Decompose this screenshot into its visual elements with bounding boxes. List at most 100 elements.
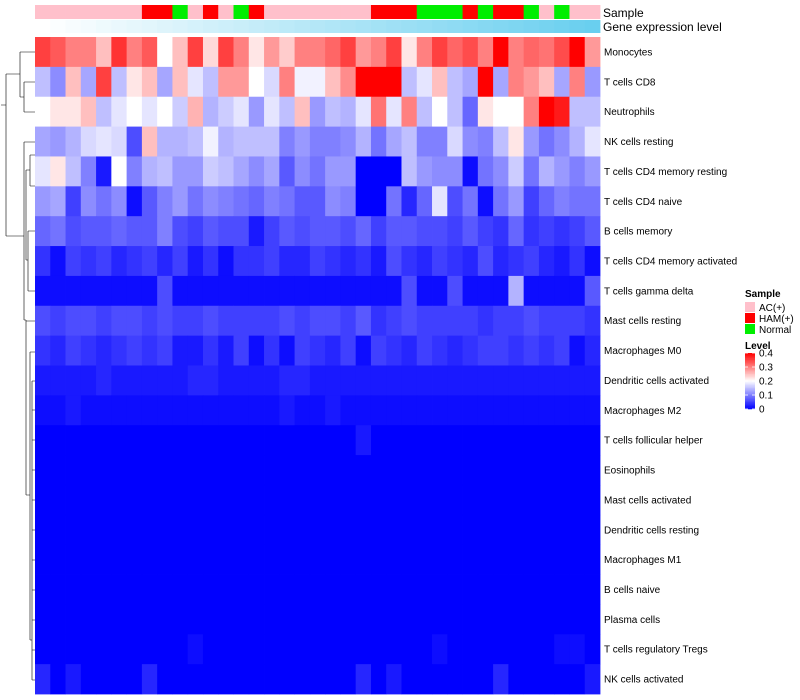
heatmap-cell [432, 484, 448, 516]
heatmap-cell [462, 216, 479, 247]
heatmap-cell [248, 156, 265, 187]
heatmap-cell [279, 186, 295, 217]
heatmap-cell [386, 246, 402, 277]
heatmap-cell [523, 305, 540, 337]
heatmap-cell [523, 664, 540, 695]
heatmap-cell [325, 425, 341, 456]
legend-level-gradient-step [745, 402, 755, 404]
row-label: Mast cells resting [604, 316, 681, 327]
heatmap-cell [80, 514, 97, 546]
heatmap-cell [325, 544, 341, 575]
heatmap-cell [447, 395, 463, 426]
heatmap-cell [340, 66, 357, 98]
heatmap-cell [355, 96, 372, 127]
heatmap-cell [462, 455, 479, 486]
heatmap-cell [172, 275, 189, 307]
heatmap-cell [50, 574, 66, 605]
heatmap-cell [370, 216, 387, 247]
heatmap-cell [447, 246, 463, 277]
heatmap-cell [80, 484, 97, 516]
row-label: NK cells resting [604, 137, 673, 148]
heatmap-cell [187, 186, 204, 217]
heatmap-cell [80, 126, 97, 157]
heatmap-cell [202, 455, 219, 486]
heatmap-cell [187, 246, 204, 277]
heatmap-cell [157, 484, 173, 516]
heatmap-cell [584, 246, 601, 277]
heatmap-cell [233, 305, 250, 337]
heatmap-cell [65, 425, 82, 456]
heatmap-cell [523, 514, 540, 546]
row-label: B cells memory [604, 227, 672, 238]
heatmap-cell [50, 156, 66, 187]
heatmap-cell [35, 514, 51, 546]
heatmap-cell [233, 335, 250, 366]
heatmap-cell [432, 37, 448, 68]
heatmap-cell [202, 186, 219, 217]
heatmap-cell [569, 246, 586, 277]
heatmap-cell [416, 574, 433, 605]
heatmap-cell [493, 156, 509, 187]
heatmap-cell [370, 604, 387, 635]
heatmap-cell [157, 634, 173, 665]
legend-sample-label: AC(+) [759, 303, 785, 314]
heatmap-cell [493, 425, 509, 456]
heatmap-cell [172, 365, 189, 396]
heatmap-cell [584, 156, 601, 187]
heatmap-cell [141, 305, 158, 337]
heatmap-cell [538, 425, 555, 456]
heatmap-cell [462, 634, 479, 665]
legend-level-gradient-step [745, 396, 755, 399]
heatmap-cell [187, 634, 204, 665]
heatmap-cell [584, 604, 601, 635]
heatmap-cell [554, 604, 570, 635]
heatmap-cell [554, 216, 570, 247]
heatmap-cell [508, 216, 525, 247]
heatmap-cell [538, 66, 555, 98]
heatmap-cell [80, 186, 97, 217]
heatmap-cell [340, 604, 357, 635]
heatmap-cell [126, 156, 143, 187]
heatmap-cell [111, 514, 128, 546]
heatmap-cell [462, 156, 479, 187]
expression-annotation-cell [401, 20, 418, 33]
heatmap-cell [493, 126, 509, 157]
legend-level-gradient-step [745, 397, 755, 400]
heatmap-cell [233, 634, 250, 665]
sample-annotation-cell [462, 5, 479, 19]
heatmap-cell [386, 216, 402, 247]
heatmap-cell [65, 216, 82, 247]
heatmap-cell [35, 37, 51, 68]
expression-annotation-cell [538, 20, 555, 33]
expression-annotation-cell [279, 20, 295, 33]
heatmap-cell [126, 574, 143, 605]
heatmap-cell [340, 514, 357, 546]
heatmap-cell [325, 156, 341, 187]
expression-annotation-cell [218, 20, 234, 33]
heatmap-cell [35, 604, 51, 635]
heatmap-cell [65, 156, 82, 187]
heatmap-cell [584, 514, 601, 546]
heatmap-cell [386, 156, 402, 187]
sample-annotation-cell [355, 5, 372, 19]
heatmap-cell [508, 37, 525, 68]
heatmap-cell [264, 305, 280, 337]
heatmap-cell [508, 604, 525, 635]
heatmap-cell [401, 156, 418, 187]
heatmap-cell [340, 455, 357, 486]
legend-level-title: Level [745, 341, 771, 352]
heatmap-cell [309, 335, 326, 366]
heatmap-cell [157, 604, 173, 635]
heatmap-cell [432, 66, 448, 98]
heatmap-cell [218, 514, 234, 546]
heatmap-cell [202, 425, 219, 456]
heatmap-cell [248, 544, 265, 575]
heatmap-cell [325, 246, 341, 277]
heatmap-cell [386, 335, 402, 366]
heatmap-cell [309, 246, 326, 277]
heatmap-cell [141, 96, 158, 127]
heatmap-cell [96, 634, 112, 665]
heatmap-cell [508, 664, 525, 695]
heatmap-cell [294, 455, 311, 486]
heatmap-cell [477, 96, 494, 127]
